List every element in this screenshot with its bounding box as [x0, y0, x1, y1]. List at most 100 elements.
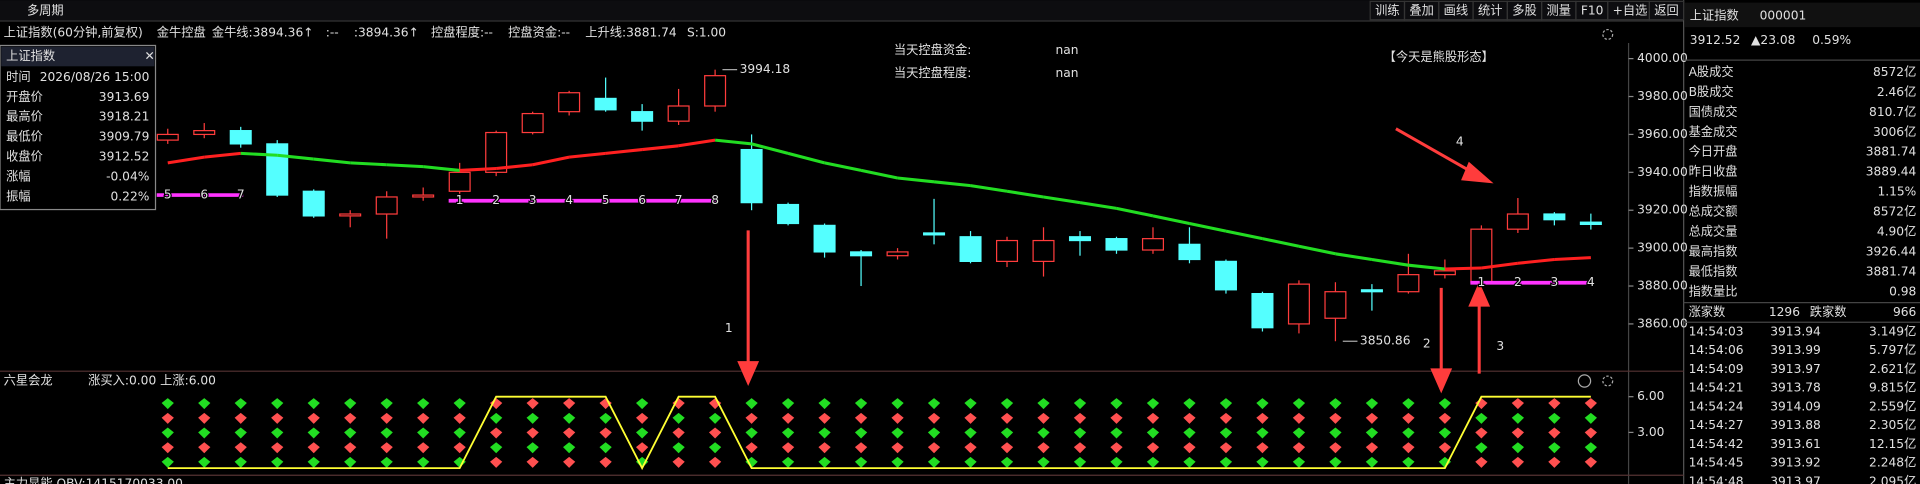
signal-diamond	[563, 412, 576, 424]
signal-diamond	[490, 412, 503, 424]
signal-diamond	[344, 442, 357, 454]
note-value: nan	[1056, 43, 1079, 57]
signal-diamond	[453, 456, 466, 468]
signal-diamond	[1365, 427, 1379, 439]
signal-diamond	[1584, 427, 1597, 439]
candle-body	[521, 112, 544, 134]
signal-diamond	[1000, 427, 1014, 439]
ma-segment	[751, 142, 789, 155]
quote-label: 指数量比	[1689, 283, 1738, 298]
info-label: 振幅	[6, 189, 30, 204]
tab[interactable]: 多周期	[27, 4, 64, 18]
candle-body	[704, 75, 727, 107]
button-label[interactable]: 多股	[1512, 4, 1536, 18]
ma-segment	[568, 151, 606, 159]
signal-diamond	[490, 427, 503, 439]
signal-diamond	[891, 398, 904, 410]
ma-segment	[1335, 252, 1373, 262]
settings-icon[interactable]	[1602, 375, 1614, 387]
candle-body	[1579, 221, 1602, 226]
header-item: 控盘资金:--	[508, 25, 570, 40]
y-tick-label: 3980.00	[1637, 89, 1688, 103]
button-label[interactable]: +自选	[1613, 4, 1648, 18]
candle-body	[1360, 289, 1383, 293]
info-label: 涨幅	[6, 169, 30, 184]
signal-diamond	[781, 442, 795, 454]
signal-diamond	[1037, 456, 1050, 468]
signal-diamond	[1292, 427, 1306, 439]
button-label[interactable]: 统计	[1478, 4, 1502, 18]
candle-body	[850, 251, 873, 257]
signal-diamond	[307, 412, 320, 424]
arrow-head	[1461, 161, 1494, 184]
button-label[interactable]: 训练	[1375, 3, 1399, 18]
y-tick-label: 3920.00	[1637, 203, 1688, 217]
signal-diamond	[1548, 412, 1561, 424]
breadth-label: 涨家数	[1689, 304, 1726, 319]
button-label[interactable]: 叠加	[1409, 4, 1433, 18]
count-label: 3	[1550, 275, 1558, 289]
signal-diamond	[161, 398, 174, 410]
signal-diamond	[198, 412, 211, 424]
signal-diamond	[1219, 427, 1233, 439]
signal-diamond	[1073, 442, 1087, 454]
candle-body	[412, 194, 435, 198]
count-label: 2	[1514, 275, 1522, 289]
signal-diamond	[1219, 412, 1233, 424]
signal-diamond	[818, 427, 831, 439]
button-label[interactable]: F10	[1581, 4, 1604, 18]
tick-price: 3913.61	[1770, 437, 1821, 451]
candle-body	[1105, 238, 1128, 251]
signal-diamond	[781, 398, 795, 410]
candle-body	[375, 196, 398, 215]
note-label: 当天控盘程度:	[894, 65, 972, 80]
signal-diamond	[1329, 412, 1342, 424]
signal-diamond	[526, 427, 539, 439]
signal-diamond	[636, 456, 649, 468]
signal-diamond	[672, 412, 685, 424]
ma-segment	[787, 151, 825, 165]
signal-diamond	[672, 442, 685, 454]
quote-label: 昨日收盘	[1689, 164, 1738, 179]
signal-diamond	[781, 456, 795, 468]
indicator-title: 六星会龙	[4, 373, 53, 387]
candle-body	[1324, 291, 1347, 319]
button-label[interactable]: 返回	[1654, 4, 1678, 18]
settings-icon[interactable]	[1602, 28, 1614, 40]
ma-segment	[167, 155, 205, 165]
signal-diamond	[1475, 442, 1488, 454]
quote-value: 8572亿	[1873, 204, 1916, 219]
signal-diamond	[234, 412, 247, 424]
tick-volume: 12.15亿	[1869, 436, 1916, 451]
signal-diamond	[1146, 442, 1160, 454]
signal-diamond	[344, 398, 357, 410]
signal-diamond	[1183, 456, 1196, 468]
ma-segment	[641, 144, 679, 152]
close-icon[interactable]: ✕	[144, 49, 154, 63]
candle-body	[996, 239, 1019, 263]
header-item: S:1.00	[687, 26, 726, 40]
button[interactable]	[1369, 0, 1406, 21]
signal-diamond	[161, 412, 174, 424]
signal-diamond	[1511, 456, 1524, 468]
signal-diamond	[526, 412, 539, 424]
note-value: nan	[1056, 66, 1079, 80]
close-icon[interactable]	[1577, 374, 1592, 388]
candle-body	[740, 148, 763, 204]
count-label: 6	[200, 188, 208, 202]
button-label[interactable]: 测量	[1547, 4, 1571, 18]
signal-diamond	[526, 442, 539, 454]
info-value: 3918.21	[99, 110, 150, 124]
ma-segment	[532, 155, 570, 167]
signal-diamond	[1438, 456, 1452, 468]
signal-diamond	[1146, 427, 1160, 439]
signal-diamond	[1365, 442, 1379, 454]
quote-price: 3912.52	[1690, 33, 1741, 47]
note-label: 当天控盘资金:	[894, 42, 972, 57]
signal-diamond	[745, 442, 758, 454]
signal-diamond	[964, 398, 977, 410]
signal-diamond	[1548, 398, 1561, 410]
y-tick-label: 3860.00	[1637, 316, 1688, 330]
signal-diamond	[1475, 456, 1488, 468]
button-label[interactable]: 画线	[1444, 4, 1468, 18]
